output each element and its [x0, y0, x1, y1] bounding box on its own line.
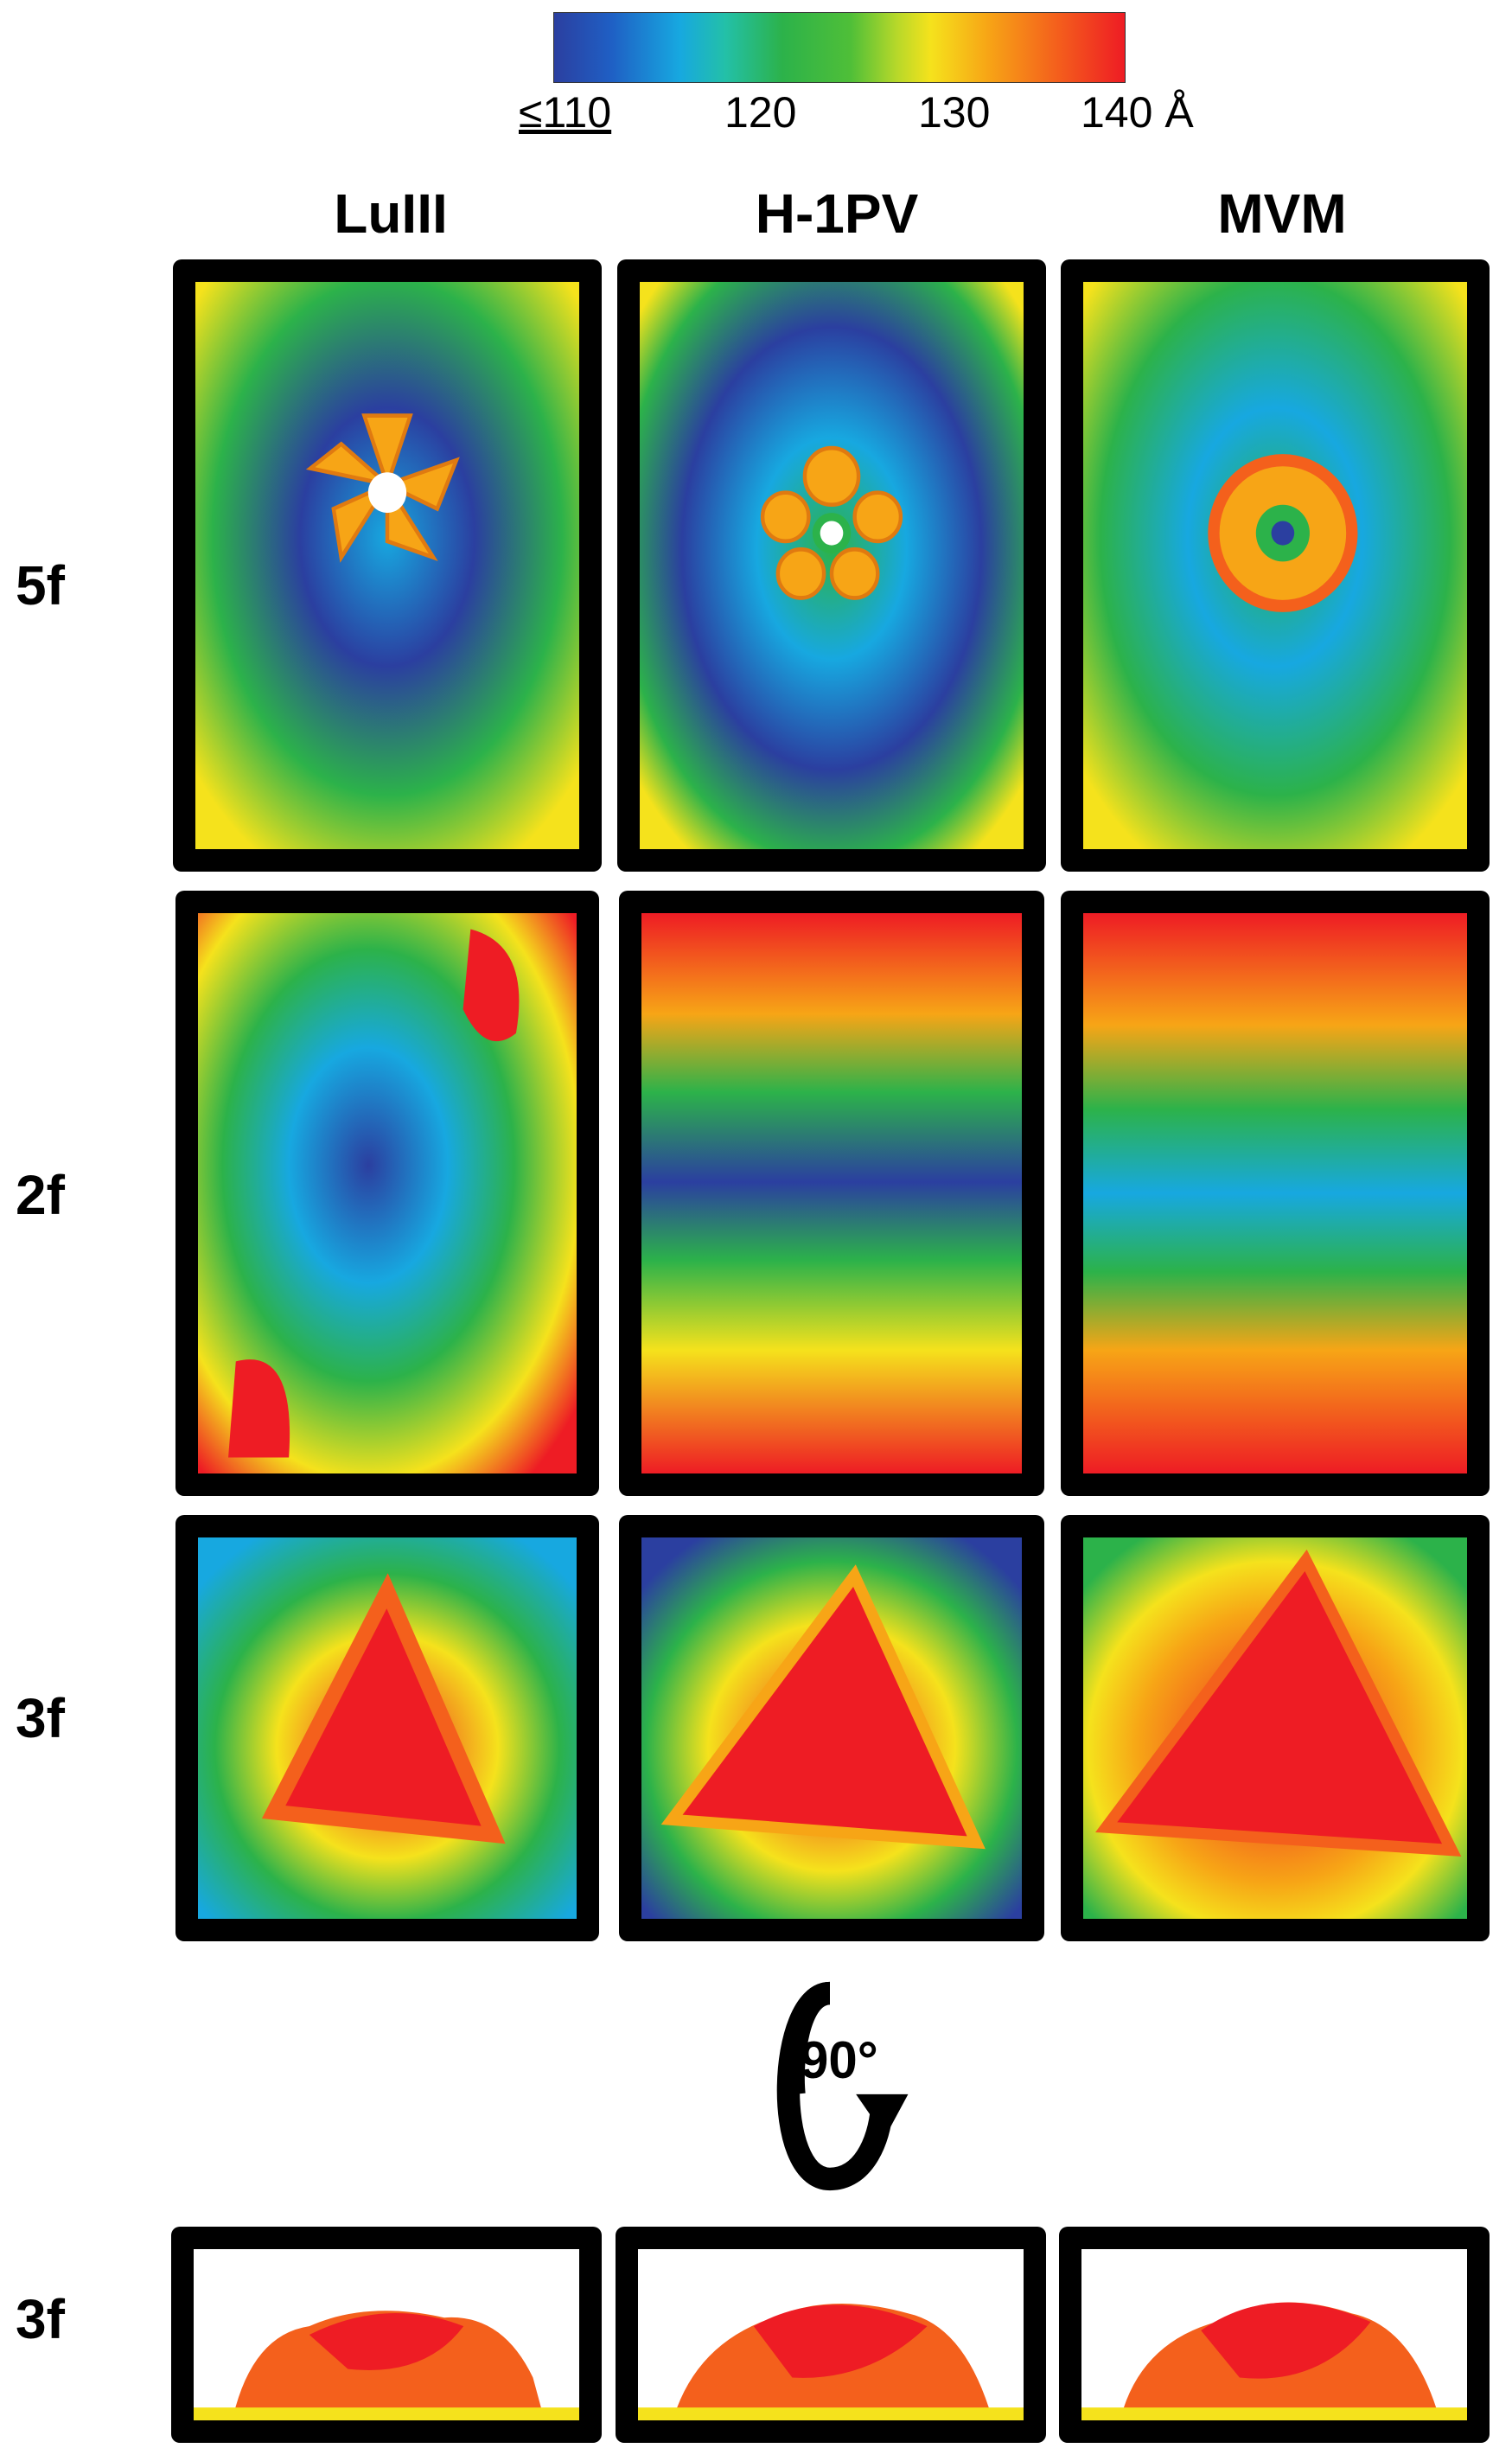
- tick-120: 120: [724, 88, 797, 137]
- panel-luiii-5f: [173, 259, 602, 872]
- column-heading-mvm: MVM: [1217, 182, 1347, 245]
- row-label-5f: 5f: [16, 554, 65, 617]
- column-heading-luiii: LuIII: [334, 182, 448, 245]
- panel-h1pv-5f: [617, 259, 1046, 872]
- tick-140: 140 Å: [1081, 88, 1194, 137]
- row-label-3f: 3f: [16, 1687, 65, 1749]
- panel-mvm-2f: [1061, 891, 1490, 1496]
- panel-mvm-3f-side: [1059, 2227, 1490, 2443]
- panel-h1pv-2f: [619, 891, 1044, 1496]
- panel-luiii-3f: [175, 1515, 599, 1941]
- row-label-2f: 2f: [16, 1164, 65, 1226]
- tick-130: 130: [918, 88, 991, 137]
- rotation-label: 90°: [800, 2031, 878, 2089]
- panel-mvm-3f: [1061, 1515, 1490, 1941]
- panel-h1pv-3f-side: [616, 2227, 1046, 2443]
- column-heading-h1pv: H-1PV: [755, 182, 919, 245]
- panel-luiii-2f: [175, 891, 599, 1496]
- row-label-3f-side: 3f: [16, 2288, 65, 2350]
- color-scale-bar: [553, 12, 1126, 83]
- tick-110: ≤110: [519, 88, 612, 137]
- rotate-arrow-icon: [776, 1981, 909, 2191]
- panel-h1pv-3f: [619, 1515, 1044, 1941]
- panel-mvm-5f: [1061, 259, 1490, 872]
- panel-luiii-3f-side: [171, 2227, 602, 2443]
